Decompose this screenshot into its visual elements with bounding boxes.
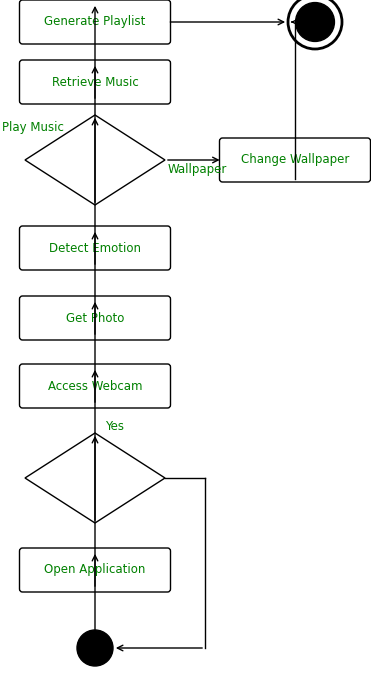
- Text: Get Photo: Get Photo: [66, 311, 124, 324]
- Text: Change Wallpaper: Change Wallpaper: [241, 154, 349, 167]
- FancyBboxPatch shape: [20, 296, 171, 340]
- FancyBboxPatch shape: [20, 364, 171, 408]
- Text: Yes: Yes: [105, 421, 124, 434]
- Text: Access Webcam: Access Webcam: [48, 379, 142, 392]
- FancyBboxPatch shape: [20, 0, 171, 44]
- FancyBboxPatch shape: [20, 60, 171, 104]
- Text: Wallpaper: Wallpaper: [168, 163, 227, 176]
- Text: Retrieve Music: Retrieve Music: [52, 75, 138, 88]
- Polygon shape: [25, 433, 165, 523]
- FancyBboxPatch shape: [220, 138, 371, 182]
- Text: Detect Emotion: Detect Emotion: [49, 241, 141, 255]
- Text: Play Music: Play Music: [2, 121, 64, 134]
- FancyBboxPatch shape: [20, 548, 171, 592]
- Text: Open Application: Open Application: [44, 563, 146, 576]
- Polygon shape: [25, 115, 165, 205]
- Circle shape: [288, 0, 342, 49]
- Text: Generate Playlist: Generate Playlist: [44, 16, 146, 29]
- Circle shape: [296, 3, 334, 41]
- Circle shape: [77, 630, 113, 666]
- FancyBboxPatch shape: [20, 226, 171, 270]
